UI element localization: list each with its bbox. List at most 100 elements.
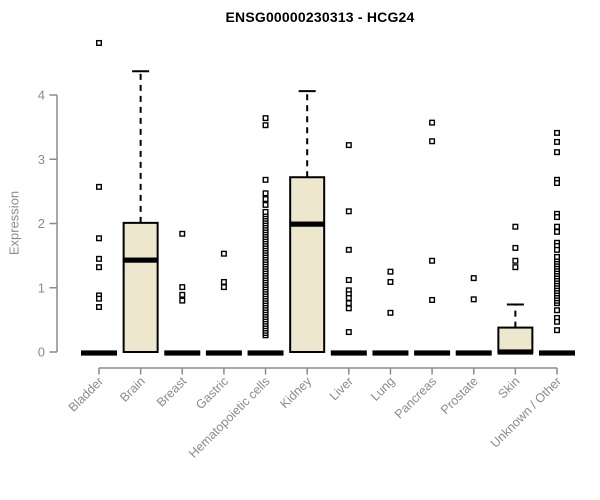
outlier-point bbox=[554, 138, 561, 145]
median-line bbox=[372, 350, 409, 356]
median-line bbox=[122, 257, 159, 263]
median-line bbox=[289, 221, 325, 227]
median-line bbox=[414, 350, 451, 356]
x-tick-label-unknown-other: Unknown / Other bbox=[488, 374, 564, 450]
median-line bbox=[205, 350, 242, 356]
outlier-point bbox=[95, 183, 102, 190]
boxplot-gastric bbox=[205, 250, 242, 356]
median-line bbox=[81, 350, 117, 356]
outlier-point bbox=[220, 250, 227, 257]
outlier-point bbox=[554, 223, 561, 230]
outlier-point bbox=[95, 39, 102, 46]
outlier-point bbox=[554, 149, 561, 156]
outlier-point bbox=[345, 208, 352, 215]
outlier-point bbox=[429, 257, 436, 264]
outlier-point bbox=[345, 295, 352, 302]
y-axis-title: Expression bbox=[6, 190, 22, 256]
outlier-point bbox=[470, 296, 477, 303]
outlier-point bbox=[554, 327, 561, 334]
x-tick-label-skin: Skin bbox=[495, 374, 522, 401]
outlier-point bbox=[179, 230, 186, 237]
outlier-point bbox=[95, 264, 102, 271]
x-tick-label-bladder: Bladder bbox=[66, 374, 106, 414]
x-tick-label-prostate: Prostate bbox=[438, 374, 481, 417]
outlier-point bbox=[345, 142, 352, 149]
outlier-point bbox=[512, 257, 519, 264]
x-tick-label-breast: Breast bbox=[154, 374, 190, 410]
boxplot-brain bbox=[122, 70, 159, 353]
outlier-point bbox=[262, 201, 269, 208]
outlier-point bbox=[387, 278, 394, 285]
outlier-point bbox=[512, 223, 519, 230]
median-line bbox=[539, 350, 575, 356]
outlier-point bbox=[512, 244, 519, 251]
box-iqr bbox=[122, 221, 159, 353]
outlier-point bbox=[179, 297, 186, 304]
box-iqr bbox=[289, 176, 326, 353]
y-tick-label: 4 bbox=[38, 88, 45, 103]
outlier-point bbox=[429, 296, 436, 303]
x-tick-label-brain: Brain bbox=[117, 374, 148, 405]
median-line bbox=[247, 350, 284, 356]
median-line bbox=[164, 350, 201, 356]
outlier-point bbox=[554, 214, 561, 221]
boxplot-liver bbox=[330, 142, 367, 356]
y-tick-label: 2 bbox=[38, 216, 45, 231]
y-tick-label: 3 bbox=[38, 152, 45, 167]
median-line bbox=[455, 350, 492, 356]
boxplot-kidney bbox=[289, 90, 326, 353]
median-line bbox=[497, 349, 534, 355]
x-tick-label-kidney: Kidney bbox=[277, 374, 314, 411]
y-tick-label: 1 bbox=[38, 280, 45, 295]
outlier-point bbox=[262, 176, 269, 183]
outlier-point bbox=[95, 295, 102, 302]
outlier-point bbox=[262, 196, 269, 203]
x-tick-label-liver: Liver bbox=[327, 374, 356, 403]
box-iqr bbox=[497, 326, 534, 353]
x-tick-label-gastric: Gastric bbox=[193, 374, 231, 412]
x-tick-label-lung: Lung bbox=[368, 374, 398, 404]
boxplot-pancreas bbox=[414, 119, 451, 356]
outlier-point bbox=[262, 190, 269, 197]
outlier-point bbox=[345, 329, 352, 336]
outlier-point bbox=[220, 278, 227, 285]
boxplot-lung bbox=[372, 268, 409, 356]
outlier-point bbox=[95, 235, 102, 242]
y-tick-label: 0 bbox=[38, 345, 45, 360]
outlier-point bbox=[220, 284, 227, 291]
outlier-point bbox=[554, 246, 561, 253]
outlier-point bbox=[262, 208, 269, 215]
boxplot-breast bbox=[164, 230, 201, 356]
chart-title: ENSG00000230313 - HCG24 bbox=[225, 9, 415, 25]
x-tick-label-hematopoietic-cells: Hematopoietic cells bbox=[186, 374, 273, 461]
outlier-point bbox=[345, 246, 352, 253]
outlier-point bbox=[95, 304, 102, 311]
outlier-point bbox=[554, 307, 561, 314]
outlier-point bbox=[179, 291, 186, 298]
outlier-point bbox=[470, 275, 477, 282]
outlier-point bbox=[262, 122, 269, 129]
outlier-point bbox=[387, 309, 394, 316]
outlier-point bbox=[554, 180, 561, 187]
outlier-point bbox=[179, 284, 186, 291]
x-tick-label-pancreas: Pancreas bbox=[392, 374, 439, 421]
outlier-point bbox=[554, 318, 561, 325]
boxplot-unknown-other bbox=[539, 129, 575, 356]
boxplot-hematopoietic-cells bbox=[247, 115, 284, 356]
outlier-point bbox=[512, 264, 519, 271]
outlier-point bbox=[554, 129, 561, 136]
boxplot-skin bbox=[497, 223, 534, 355]
outlier-point bbox=[554, 228, 561, 235]
median-line bbox=[330, 350, 367, 356]
boxplot-bladder bbox=[81, 39, 117, 356]
outlier-point bbox=[95, 255, 102, 262]
outlier-point bbox=[554, 253, 561, 260]
outlier-point bbox=[429, 119, 436, 126]
outlier-point bbox=[345, 277, 352, 284]
boxplot-prostate bbox=[455, 275, 492, 356]
outlier-point bbox=[262, 115, 269, 122]
outlier-point bbox=[429, 138, 436, 145]
